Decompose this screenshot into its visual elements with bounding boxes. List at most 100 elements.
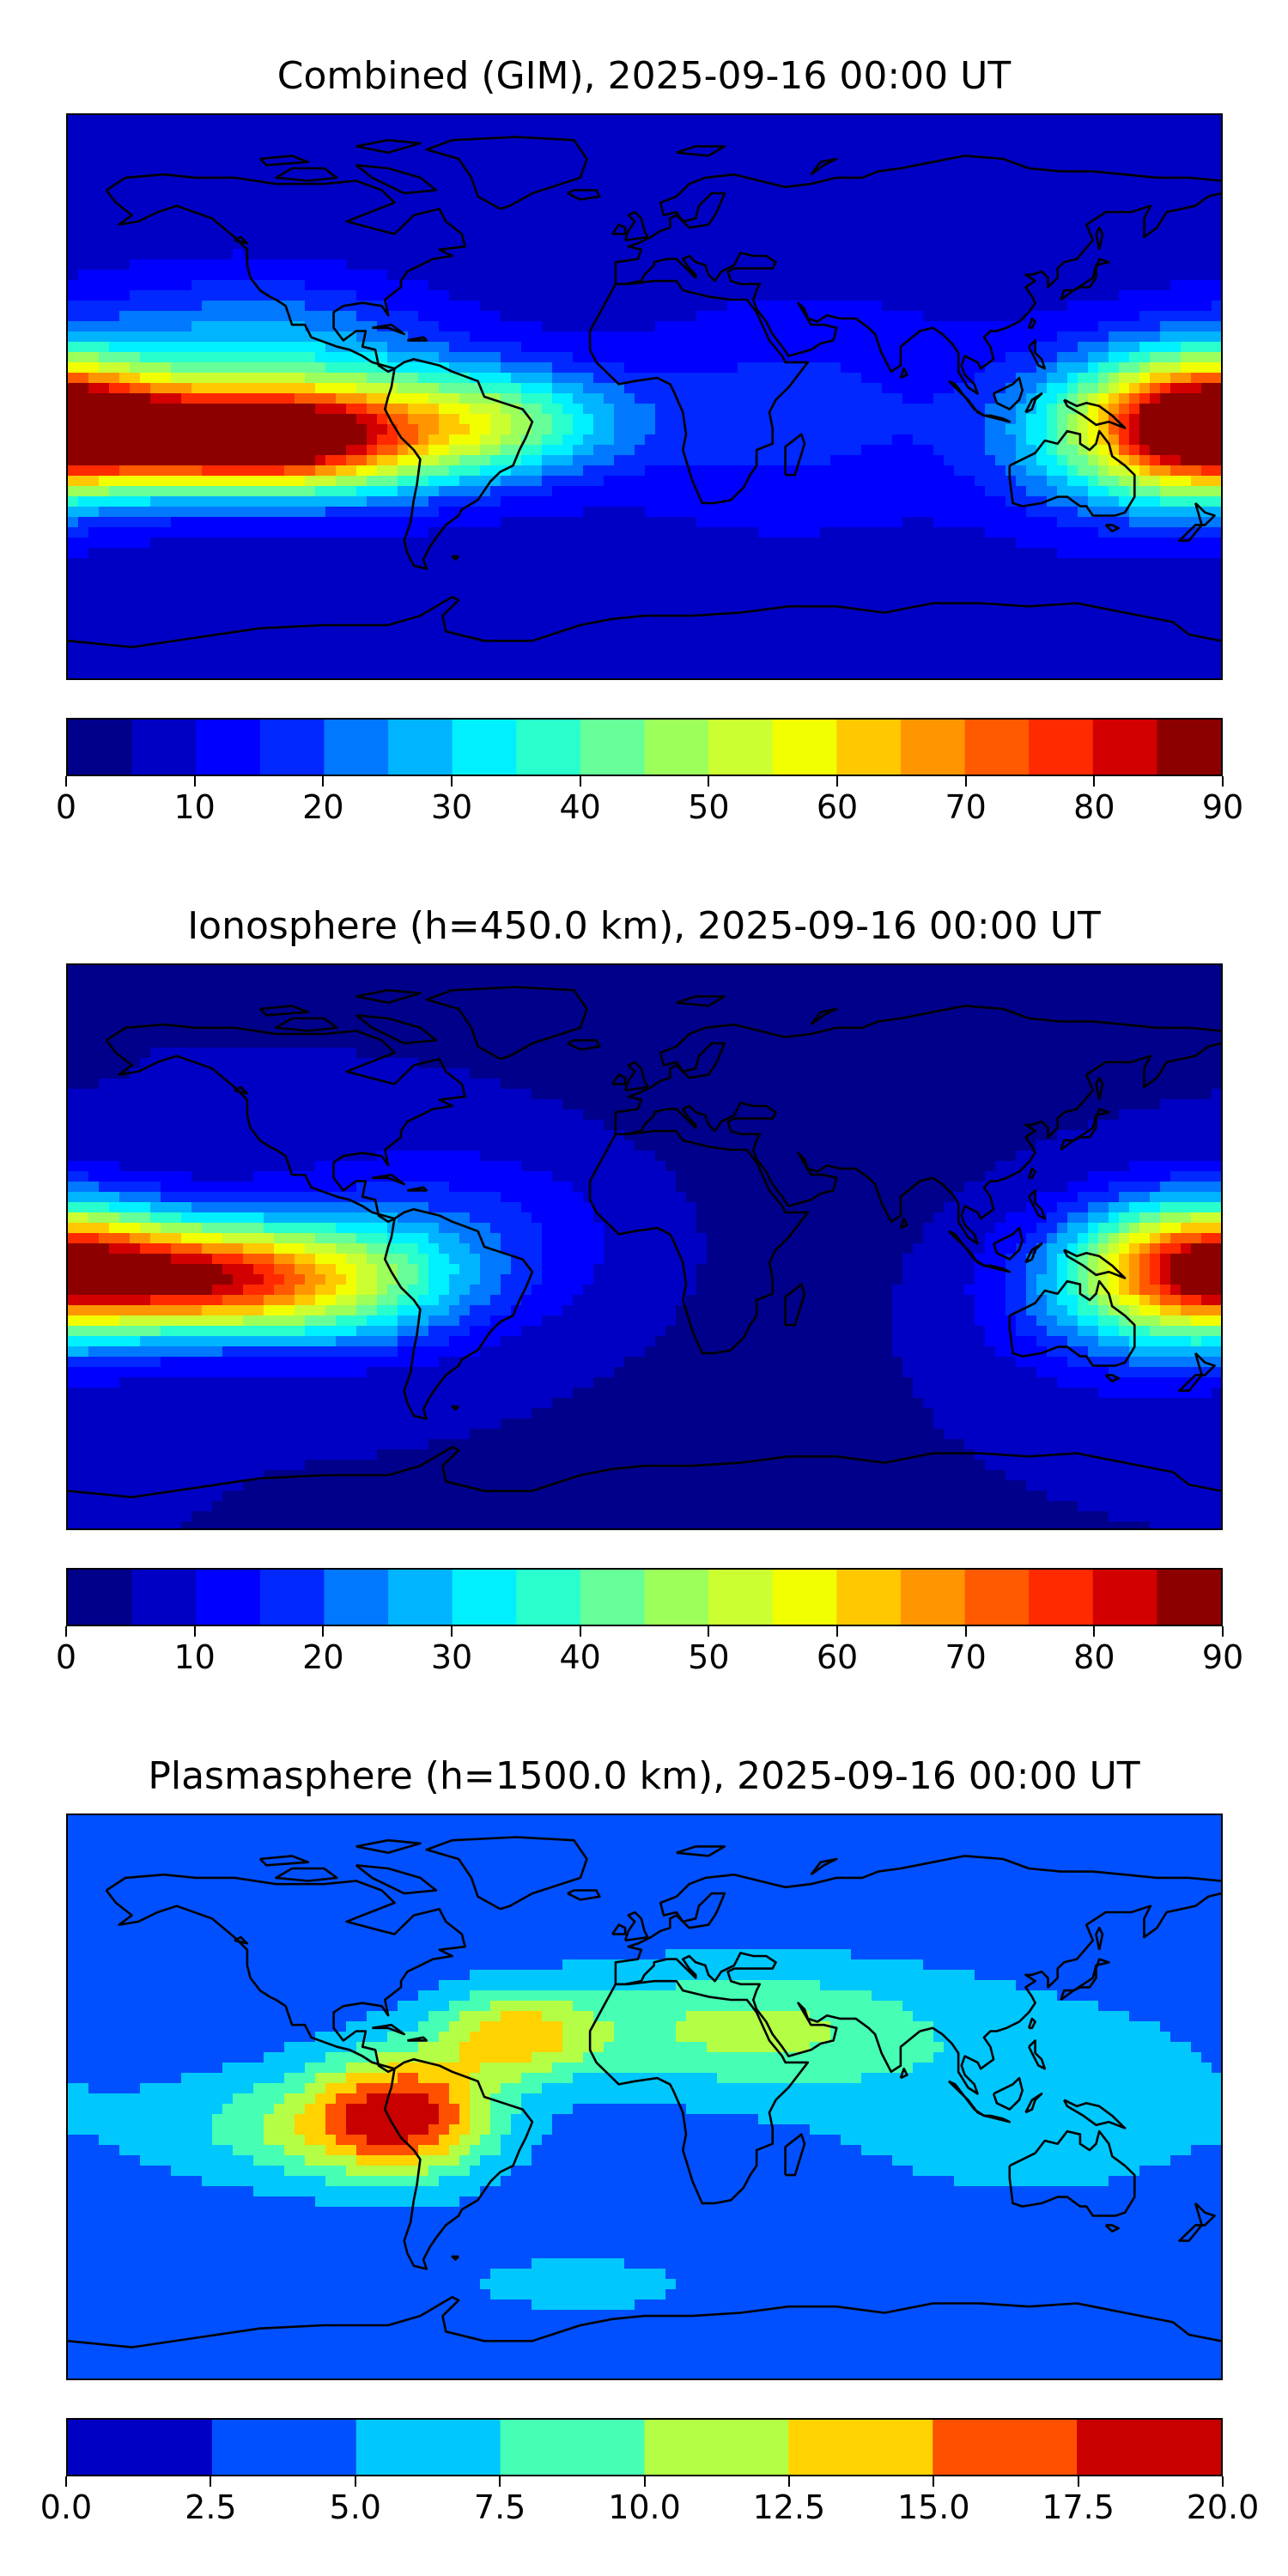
heatmap-cell bbox=[150, 249, 161, 260]
heatmap-cell bbox=[480, 249, 491, 260]
heatmap-cell bbox=[150, 383, 161, 394]
heatmap-cell bbox=[1057, 115, 1068, 126]
heatmap-cell bbox=[191, 136, 203, 147]
heatmap-cell bbox=[562, 486, 574, 497]
heatmap-cell bbox=[913, 517, 924, 528]
heatmap-cell bbox=[274, 146, 285, 157]
heatmap-cell bbox=[212, 496, 223, 507]
heatmap-cell bbox=[1036, 455, 1048, 466]
heatmap-cell bbox=[274, 383, 285, 394]
heatmap-cell bbox=[1170, 476, 1182, 487]
heatmap-cell bbox=[501, 156, 512, 167]
heatmap-cell bbox=[727, 177, 738, 188]
heatmap-cell bbox=[325, 331, 337, 343]
heatmap-cell bbox=[604, 538, 615, 549]
heatmap-cell bbox=[191, 465, 203, 477]
heatmap-cell bbox=[1036, 197, 1048, 209]
heatmap-cell bbox=[892, 228, 903, 240]
heatmap-cell bbox=[779, 218, 790, 229]
heatmap-cell bbox=[428, 125, 440, 137]
heatmap-cell bbox=[521, 548, 532, 559]
heatmap-cell bbox=[501, 187, 512, 198]
heatmap-cell bbox=[88, 496, 100, 507]
heatmap-cell bbox=[995, 167, 1006, 178]
heatmap-cell bbox=[1181, 517, 1192, 528]
heatmap-cell bbox=[490, 362, 501, 374]
heatmap-cell bbox=[171, 538, 182, 549]
heatmap-cell bbox=[222, 558, 234, 569]
heatmap-cell bbox=[109, 342, 120, 353]
heatmap-cell bbox=[346, 270, 357, 281]
heatmap-cell bbox=[470, 362, 481, 374]
heatmap-cell bbox=[1191, 465, 1202, 477]
heatmap-cell bbox=[1026, 414, 1037, 425]
heatmap-cell bbox=[1181, 414, 1192, 425]
heatmap-cell bbox=[490, 115, 501, 126]
heatmap-cell bbox=[449, 455, 460, 466]
heatmap-cell bbox=[913, 197, 924, 209]
heatmap-cell bbox=[552, 517, 563, 528]
heatmap-cell bbox=[1212, 136, 1221, 147]
heatmap-cell bbox=[449, 445, 460, 456]
heatmap-cell bbox=[1160, 404, 1171, 415]
heatmap-cell bbox=[480, 558, 491, 569]
heatmap-cell bbox=[88, 301, 100, 312]
heatmap-cell bbox=[861, 383, 872, 394]
heatmap-cell bbox=[346, 568, 357, 580]
heatmap-cell bbox=[1160, 197, 1171, 209]
heatmap-cell bbox=[439, 434, 450, 446]
heatmap-cell bbox=[511, 228, 522, 240]
heatmap-cell bbox=[119, 517, 131, 528]
heatmap-cell bbox=[573, 239, 584, 250]
heatmap-cell bbox=[315, 548, 326, 559]
heatmap-cell bbox=[1139, 342, 1151, 353]
heatmap-cell bbox=[1160, 270, 1171, 281]
heatmap-cell bbox=[202, 465, 213, 477]
heatmap-cell bbox=[480, 434, 491, 446]
heatmap-cell bbox=[356, 445, 368, 456]
heatmap-cell bbox=[872, 115, 883, 126]
heatmap-cell bbox=[1098, 301, 1109, 312]
heatmap-cell bbox=[964, 465, 975, 477]
heatmap-cell bbox=[99, 538, 110, 549]
heatmap-cell bbox=[233, 517, 244, 528]
heatmap-cell bbox=[665, 136, 677, 147]
heatmap-cell bbox=[119, 538, 131, 549]
heatmap-cell bbox=[655, 434, 666, 446]
heatmap-cell bbox=[686, 352, 697, 363]
heatmap-cell bbox=[78, 362, 89, 374]
heatmap-cell bbox=[1098, 362, 1109, 374]
heatmap-cell bbox=[1067, 228, 1078, 240]
heatmap-cell bbox=[552, 434, 563, 446]
heatmap-cell bbox=[1016, 280, 1027, 291]
heatmap-cell bbox=[336, 414, 347, 425]
panel-1-heatmap bbox=[68, 115, 1221, 678]
heatmap-cell bbox=[562, 568, 574, 580]
heatmap-cell bbox=[1129, 270, 1140, 281]
heatmap-cell bbox=[1026, 331, 1037, 343]
heatmap-cell bbox=[645, 507, 656, 518]
heatmap-cell bbox=[727, 321, 738, 332]
heatmap-cell bbox=[325, 558, 337, 569]
heatmap-cell bbox=[1139, 177, 1151, 188]
heatmap-cell bbox=[171, 486, 182, 497]
heatmap-cell bbox=[253, 331, 264, 343]
heatmap-cell bbox=[975, 558, 986, 569]
heatmap-cell bbox=[532, 342, 543, 353]
heatmap-cell bbox=[604, 424, 615, 435]
heatmap-cell bbox=[583, 177, 594, 188]
heatmap-cell bbox=[696, 393, 708, 404]
heatmap-cell bbox=[717, 404, 728, 415]
heatmap-cell bbox=[727, 496, 738, 507]
heatmap-cell bbox=[78, 465, 89, 477]
heatmap-cell bbox=[1160, 321, 1171, 332]
heatmap-cell bbox=[676, 311, 687, 322]
heatmap-cell bbox=[1098, 321, 1109, 332]
heatmap-cell bbox=[501, 445, 512, 456]
heatmap-cell bbox=[449, 434, 460, 446]
heatmap-cell bbox=[387, 280, 398, 291]
heatmap-cell bbox=[985, 136, 996, 147]
heatmap-cell bbox=[274, 187, 285, 198]
heatmap-cell bbox=[1129, 414, 1140, 425]
heatmap-cell bbox=[202, 290, 213, 301]
